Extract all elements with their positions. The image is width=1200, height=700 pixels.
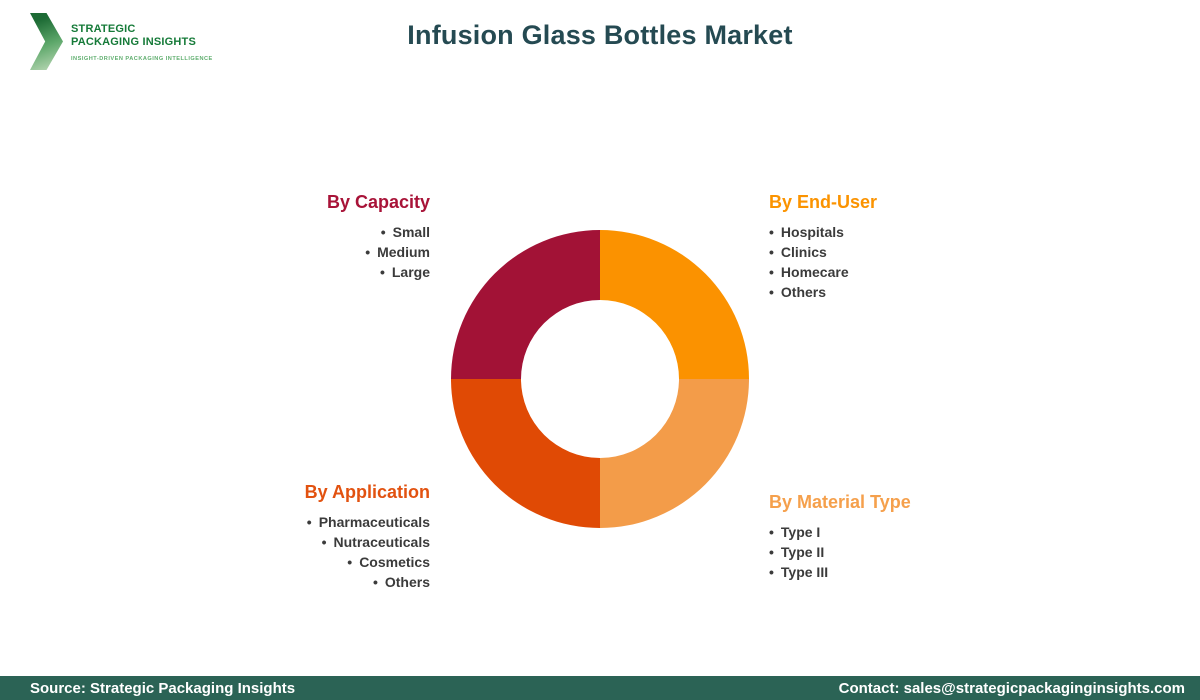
segment-group-material-type: By Material Type Type IType IIType III	[769, 492, 911, 582]
segment-item: Cosmetics	[305, 552, 430, 572]
segment-items-capacity: SmallMediumLarge	[327, 222, 430, 282]
segment-item: Large	[327, 262, 430, 282]
logo-text: STRATEGIC PACKAGING INSIGHTS INSIGHT-DRI…	[71, 13, 213, 70]
segment-item: Pharmaceuticals	[305, 512, 430, 532]
segment-item: Type III	[769, 562, 911, 582]
segment-heading-capacity: By Capacity	[326, 192, 430, 212]
brand-logo: STRATEGIC PACKAGING INSIGHTS INSIGHT-DRI…	[30, 13, 213, 70]
segment-heading-end-user: By End-User	[769, 192, 878, 212]
donut-slice-material-type	[600, 379, 749, 528]
footer-source: Source: Strategic Packaging Insights	[30, 679, 296, 697]
segment-item: Clinics	[769, 242, 877, 262]
logo-line2: PACKAGING INSIGHTS	[71, 35, 197, 48]
segment-item: Small	[327, 222, 430, 242]
segment-group-capacity: By Capacity SmallMediumLarge	[327, 192, 430, 282]
segment-group-end-user: By End-User HospitalsClinicsHomecareOthe…	[769, 192, 877, 302]
donut-slice-capacity	[451, 230, 600, 379]
page-title: Infusion Glass Bottles Market	[407, 20, 793, 50]
segment-item: Homecare	[769, 262, 877, 282]
segment-heading-material-type: By Material Type	[769, 492, 911, 512]
segment-item: Nutraceuticals	[305, 532, 430, 552]
segment-heading-application: By Application	[304, 482, 430, 502]
footer-contact: Contact: sales@strategicpackaginginsight…	[838, 679, 1185, 697]
segment-items-application: PharmaceuticalsNutraceuticalsCosmeticsOt…	[305, 512, 430, 592]
donut-chart	[451, 230, 749, 528]
logo-line1: STRATEGIC	[71, 23, 136, 35]
segment-item: Medium	[327, 242, 430, 262]
donut-slice-application	[451, 379, 600, 528]
segment-item: Type I	[769, 522, 911, 542]
logo-tagline: INSIGHT-DRIVEN PACKAGING INTELLIGENCE	[71, 56, 213, 62]
donut-slice-end-user	[600, 230, 749, 379]
segment-item: Others	[305, 572, 430, 592]
segment-item: Type II	[769, 542, 911, 562]
segment-items-material-type: Type IType IIType III	[769, 522, 911, 582]
segment-items-end-user: HospitalsClinicsHomecareOthers	[769, 222, 877, 302]
segment-group-application: By Application PharmaceuticalsNutraceuti…	[305, 482, 430, 592]
segment-item: Hospitals	[769, 222, 877, 242]
footer-bar: Source: Strategic Packaging Insights Con…	[0, 676, 1200, 700]
segment-item: Others	[769, 282, 877, 302]
